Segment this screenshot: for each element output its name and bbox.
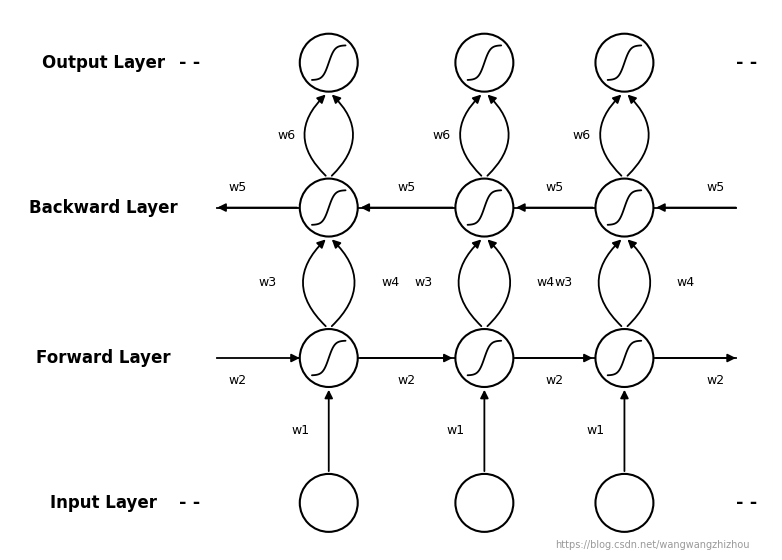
Text: w5: w5 — [706, 181, 725, 194]
Text: w4: w4 — [536, 276, 554, 290]
Text: Forward Layer: Forward Layer — [36, 349, 170, 367]
Text: w2: w2 — [707, 374, 725, 386]
Circle shape — [595, 474, 654, 532]
Circle shape — [595, 34, 654, 92]
Circle shape — [455, 179, 513, 236]
Circle shape — [455, 474, 513, 532]
Text: - -: - - — [179, 54, 200, 72]
Text: Output Layer: Output Layer — [41, 54, 165, 72]
Text: w5: w5 — [397, 181, 416, 194]
Text: w6: w6 — [573, 129, 591, 142]
Text: https://blog.csdn.net/wangwangzhizhou: https://blog.csdn.net/wangwangzhizhou — [555, 540, 750, 550]
Circle shape — [595, 329, 654, 387]
Text: w3: w3 — [258, 276, 277, 290]
Text: w1: w1 — [586, 424, 605, 437]
Text: w3: w3 — [414, 276, 432, 290]
Text: w2: w2 — [545, 374, 564, 386]
Text: w6: w6 — [432, 129, 451, 142]
Text: w4: w4 — [381, 276, 399, 290]
Text: w1: w1 — [447, 424, 465, 437]
Text: Input Layer: Input Layer — [49, 494, 156, 512]
Text: - -: - - — [179, 494, 200, 512]
Text: - -: - - — [737, 54, 758, 72]
Text: w2: w2 — [397, 374, 415, 386]
Text: w6: w6 — [277, 129, 296, 142]
Text: w4: w4 — [676, 276, 694, 290]
Circle shape — [455, 329, 513, 387]
Text: w1: w1 — [291, 424, 309, 437]
Text: - -: - - — [737, 494, 758, 512]
Text: w5: w5 — [545, 181, 564, 194]
Circle shape — [300, 474, 357, 532]
Circle shape — [595, 179, 654, 236]
Text: Backward Layer: Backward Layer — [29, 199, 178, 217]
Circle shape — [455, 34, 513, 92]
Circle shape — [300, 179, 357, 236]
Text: w2: w2 — [228, 374, 246, 386]
Circle shape — [300, 329, 357, 387]
Text: w3: w3 — [554, 276, 572, 290]
Circle shape — [300, 34, 357, 92]
Text: w5: w5 — [228, 181, 246, 194]
